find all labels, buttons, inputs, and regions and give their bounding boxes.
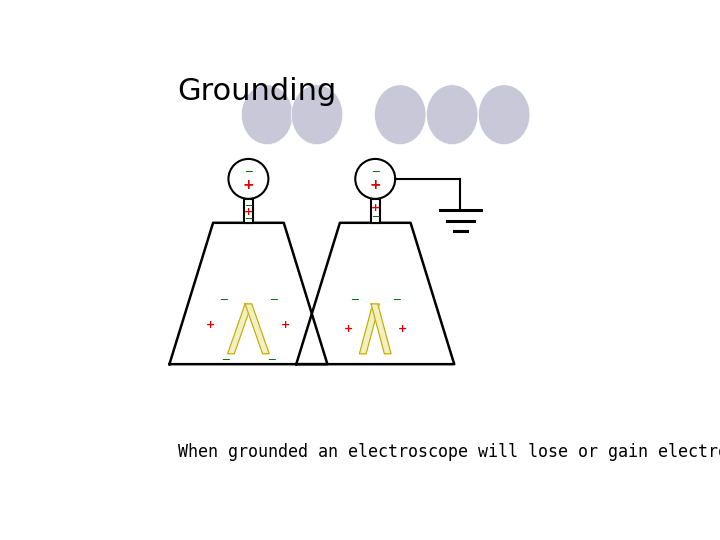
- Text: +: +: [282, 320, 290, 330]
- Text: ─: ─: [372, 211, 379, 221]
- Bar: [371, 199, 380, 223]
- Polygon shape: [296, 223, 454, 364]
- Text: +: +: [243, 178, 254, 192]
- Ellipse shape: [374, 85, 426, 145]
- Text: +: +: [343, 324, 353, 334]
- Text: +: +: [244, 207, 253, 217]
- Circle shape: [355, 159, 395, 199]
- Text: +: +: [397, 324, 407, 334]
- Polygon shape: [359, 304, 379, 354]
- Text: ─: ─: [245, 166, 252, 177]
- Text: When grounded an electroscope will lose or gain electrons until it becomes neutr: When grounded an electroscope will lose …: [178, 443, 720, 461]
- Polygon shape: [245, 304, 269, 354]
- Ellipse shape: [478, 85, 530, 145]
- Polygon shape: [228, 304, 252, 354]
- Text: ─: ─: [270, 294, 276, 304]
- Text: +: +: [371, 203, 380, 213]
- Polygon shape: [169, 223, 328, 364]
- Text: ─: ─: [220, 294, 227, 304]
- Text: ─: ─: [392, 294, 400, 304]
- Text: Grounding: Grounding: [178, 77, 337, 106]
- Ellipse shape: [241, 85, 293, 145]
- Text: +: +: [207, 320, 215, 330]
- Bar: [244, 199, 253, 223]
- Polygon shape: [371, 304, 391, 354]
- Text: ─: ─: [245, 200, 252, 211]
- Text: ─: ─: [372, 166, 379, 177]
- Text: ─: ─: [222, 354, 229, 364]
- Ellipse shape: [426, 85, 478, 145]
- Text: ─: ─: [351, 294, 358, 304]
- Text: +: +: [369, 178, 381, 192]
- Text: ─: ─: [268, 354, 274, 364]
- Circle shape: [228, 159, 269, 199]
- Text: ─: ─: [245, 213, 252, 224]
- Ellipse shape: [292, 85, 343, 145]
